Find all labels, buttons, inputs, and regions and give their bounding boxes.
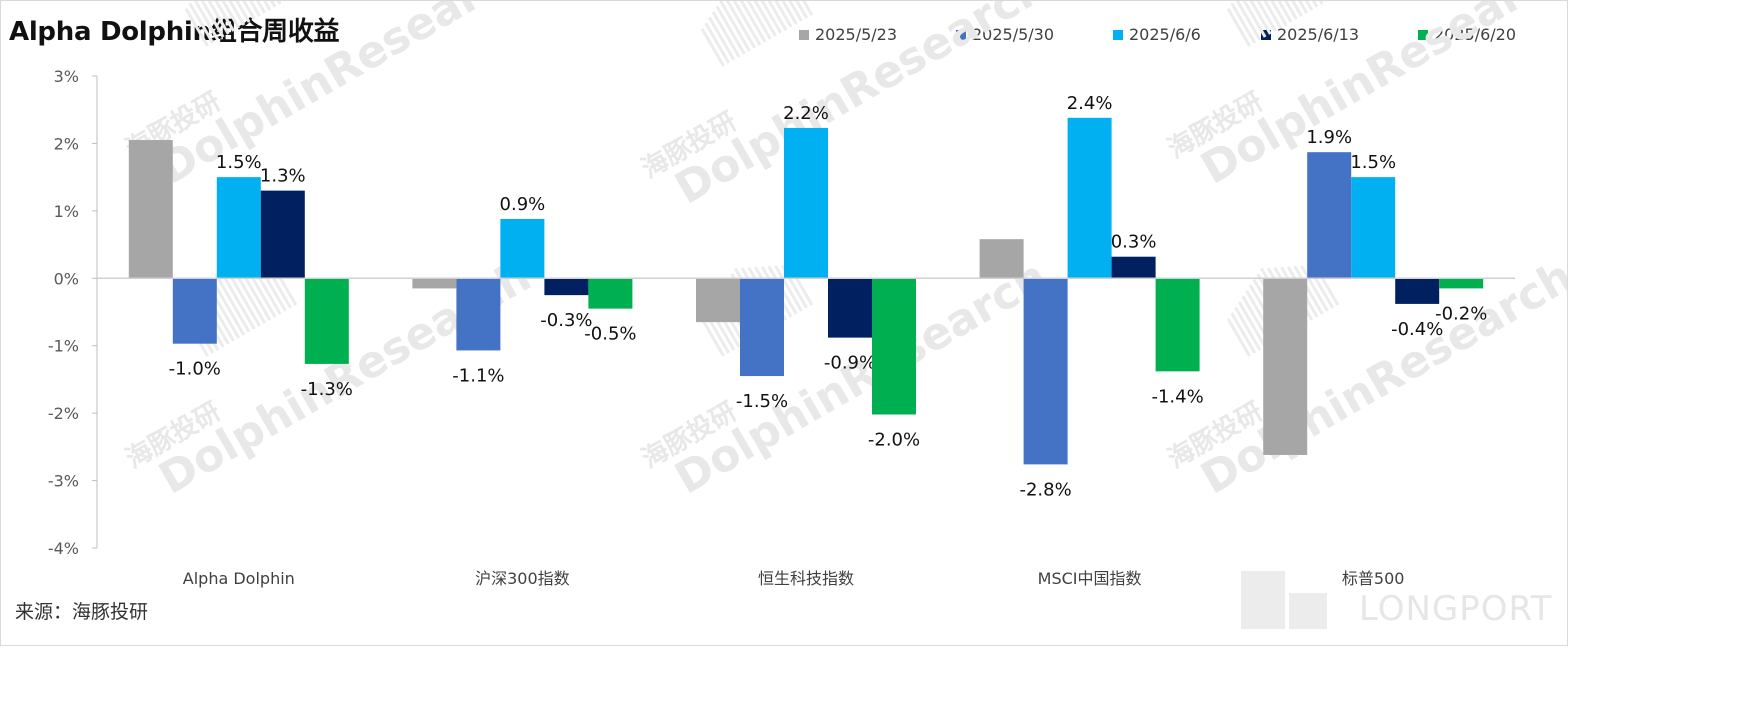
legend-label: 2025/6/20 bbox=[1434, 25, 1517, 44]
bar bbox=[500, 218, 545, 279]
bar bbox=[784, 127, 828, 279]
y-tick-label: 3% bbox=[54, 67, 79, 86]
bar bbox=[1155, 278, 1200, 372]
bar bbox=[304, 278, 349, 364]
legend-item: 2025/5/23 bbox=[799, 25, 897, 44]
legend-swatch bbox=[956, 29, 966, 40]
legend-label: 2025/6/13 bbox=[1277, 25, 1360, 44]
data-label: -0.9% bbox=[824, 353, 876, 374]
bar bbox=[828, 278, 872, 338]
watermark-bars-icon bbox=[184, 1, 287, 47]
y-tick-label: 1% bbox=[54, 202, 79, 221]
bar bbox=[260, 190, 305, 279]
y-tick-label: -4% bbox=[48, 539, 79, 558]
longport-logo-icon bbox=[1241, 571, 1331, 629]
bar bbox=[128, 140, 173, 279]
legend-label: 2025/5/23 bbox=[815, 25, 898, 44]
data-label: 2.4% bbox=[1067, 93, 1113, 114]
bar bbox=[544, 278, 589, 296]
y-tick-label: -2% bbox=[48, 404, 79, 423]
legend-swatch bbox=[799, 29, 809, 40]
bar bbox=[172, 278, 217, 344]
legend-swatch bbox=[1418, 29, 1428, 40]
bar bbox=[412, 278, 457, 289]
data-label: -1.0% bbox=[169, 359, 221, 380]
bar bbox=[740, 278, 784, 377]
data-label: 1.3% bbox=[260, 166, 306, 187]
data-label: 0.3% bbox=[1111, 232, 1157, 253]
x-tick-label: Alpha Dolphin bbox=[183, 569, 295, 588]
bar bbox=[979, 239, 1024, 279]
watermark-en: DolphinResearch bbox=[1193, 251, 1567, 505]
y-tick-label: 0% bbox=[54, 269, 79, 288]
data-label: -0.3% bbox=[540, 310, 592, 331]
x-tick-label: 标普500 bbox=[1342, 569, 1405, 588]
bar bbox=[1023, 278, 1068, 465]
y-tick-label: -1% bbox=[48, 337, 79, 356]
legend-label: 2025/5/30 bbox=[972, 25, 1055, 44]
bar bbox=[216, 177, 261, 279]
legend-swatch bbox=[1261, 29, 1271, 40]
chart-title: Alpha Dolphin组合周收益 bbox=[9, 17, 340, 47]
data-label: -1.3% bbox=[301, 379, 353, 400]
bar bbox=[1067, 117, 1112, 279]
bar bbox=[696, 278, 740, 323]
bar bbox=[456, 278, 501, 351]
bar bbox=[1351, 177, 1396, 279]
bar bbox=[872, 278, 916, 415]
legend-label: 2025/6/6 bbox=[1129, 25, 1201, 44]
data-label: -1.1% bbox=[452, 365, 504, 386]
y-tick-label: 2% bbox=[54, 134, 79, 153]
bar bbox=[1439, 278, 1484, 289]
data-label: 1.9% bbox=[1306, 127, 1352, 148]
data-label: -2.8% bbox=[1019, 479, 1071, 500]
data-label: -1.4% bbox=[1151, 386, 1203, 407]
data-label: 2.2% bbox=[783, 103, 829, 124]
legend-item: 2025/5/30 bbox=[956, 25, 1054, 44]
data-label: -0.4% bbox=[1391, 319, 1443, 340]
legend-item: 2025/6/13 bbox=[1261, 25, 1359, 44]
data-label: -2.0% bbox=[868, 429, 920, 450]
legend-item: 2025/6/20 bbox=[1418, 25, 1516, 44]
data-label: 0.9% bbox=[500, 194, 546, 215]
watermark-bars-icon bbox=[700, 1, 814, 67]
data-label: -0.5% bbox=[584, 324, 636, 345]
bar bbox=[1307, 152, 1352, 279]
data-label: 1.5% bbox=[216, 152, 262, 173]
bar bbox=[1263, 278, 1308, 455]
data-label: -1.5% bbox=[736, 391, 788, 412]
longport-watermark: LONGPORT bbox=[1359, 589, 1553, 629]
y-tick-label: -3% bbox=[48, 472, 79, 491]
bar bbox=[588, 278, 633, 309]
chart-frame: Alpha Dolphin组合周收益 2025/5/23 2025/5/30 202… bbox=[0, 0, 1568, 646]
x-tick-label: 沪深300指数 bbox=[475, 569, 570, 588]
x-tick-label: MSCI中国指数 bbox=[1038, 569, 1142, 588]
data-label: -0.2% bbox=[1435, 303, 1487, 324]
x-tick-label: 恒生科技指数 bbox=[758, 569, 854, 588]
legend-item: 2025/6/6 bbox=[1113, 25, 1201, 44]
bar bbox=[1111, 256, 1156, 279]
watermark-bars-icon bbox=[1226, 1, 1329, 47]
legend-swatch bbox=[1113, 29, 1123, 40]
data-label: 1.5% bbox=[1350, 152, 1396, 173]
source-note: 来源：海豚投研 bbox=[15, 601, 149, 623]
bar bbox=[1395, 278, 1440, 304]
